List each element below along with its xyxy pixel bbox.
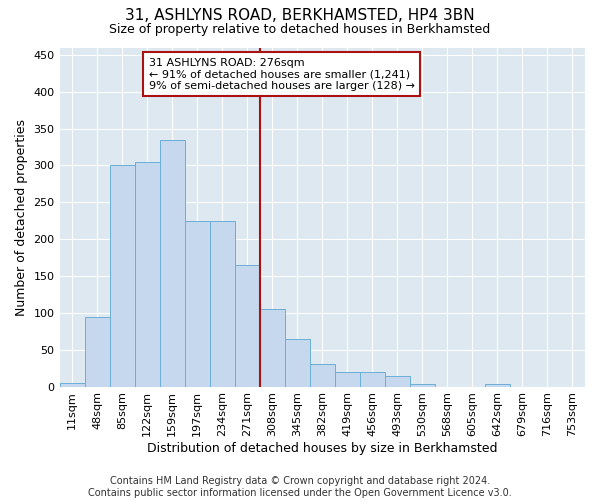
Bar bbox=[59, 383, 85, 386]
Bar bbox=[310, 364, 335, 386]
Bar bbox=[360, 372, 385, 386]
X-axis label: Distribution of detached houses by size in Berkhamsted: Distribution of detached houses by size … bbox=[147, 442, 497, 455]
Bar bbox=[385, 376, 410, 386]
Text: 31, ASHLYNS ROAD, BERKHAMSTED, HP4 3BN: 31, ASHLYNS ROAD, BERKHAMSTED, HP4 3BN bbox=[125, 8, 475, 22]
Y-axis label: Number of detached properties: Number of detached properties bbox=[15, 118, 28, 316]
Text: 31 ASHLYNS ROAD: 276sqm
← 91% of detached houses are smaller (1,241)
9% of semi-: 31 ASHLYNS ROAD: 276sqm ← 91% of detache… bbox=[149, 58, 415, 91]
Bar bbox=[485, 384, 510, 386]
Bar bbox=[160, 140, 185, 386]
Bar bbox=[185, 220, 209, 386]
Text: Size of property relative to detached houses in Berkhamsted: Size of property relative to detached ho… bbox=[109, 22, 491, 36]
Bar bbox=[134, 162, 160, 386]
Bar bbox=[235, 265, 260, 386]
Bar bbox=[260, 309, 285, 386]
Bar bbox=[285, 338, 310, 386]
Bar bbox=[209, 220, 235, 386]
Text: Contains HM Land Registry data © Crown copyright and database right 2024.
Contai: Contains HM Land Registry data © Crown c… bbox=[88, 476, 512, 498]
Bar bbox=[110, 166, 134, 386]
Bar bbox=[85, 316, 110, 386]
Bar bbox=[335, 372, 360, 386]
Bar bbox=[410, 384, 435, 386]
